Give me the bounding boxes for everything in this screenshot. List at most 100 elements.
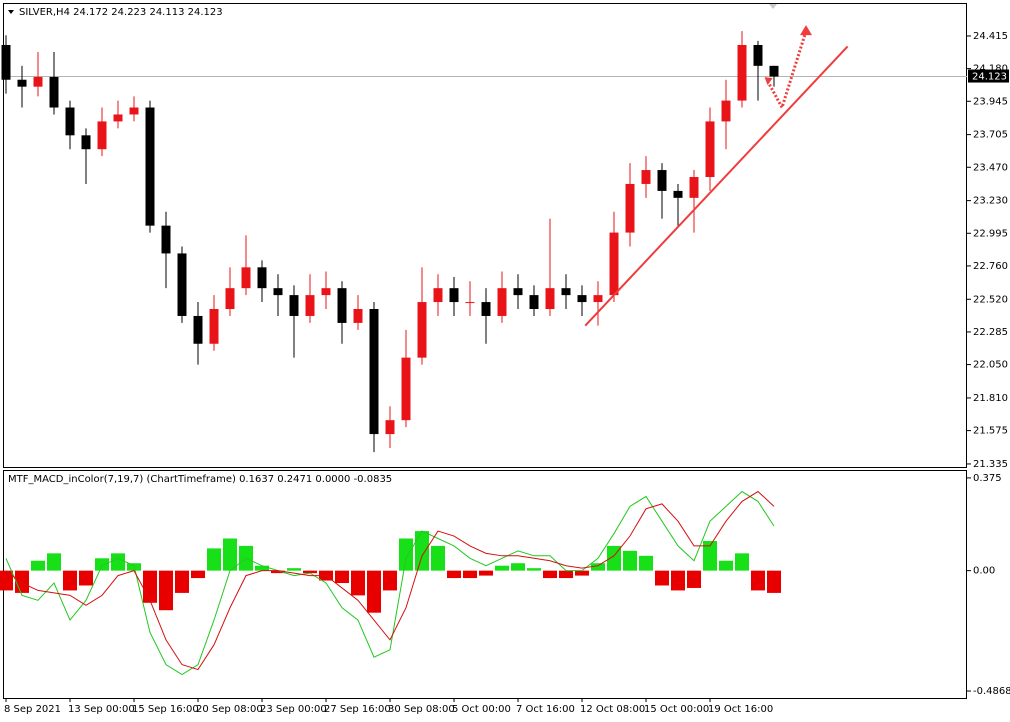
- histogram-bar: [159, 570, 173, 611]
- candle-body: [81, 135, 91, 150]
- y-tick-label: 21.810: [973, 393, 1008, 404]
- y-tick-label: 22.285: [973, 327, 1008, 338]
- histogram-bar: [591, 563, 605, 571]
- candle-body: [1, 44, 11, 80]
- candle-body: [353, 309, 363, 323]
- candle-body: [769, 65, 779, 77]
- histogram-bar: [495, 565, 509, 571]
- candle-body: [241, 267, 251, 289]
- x-tick-label: 27 Sep 16:00: [324, 704, 391, 715]
- histogram-bar: [47, 553, 61, 571]
- candle-body: [529, 295, 539, 310]
- histogram-bar: [95, 558, 109, 571]
- histogram-bar: [335, 570, 349, 584]
- candle-body: [449, 288, 459, 303]
- histogram-bar: [751, 570, 765, 591]
- histogram-bar: [255, 565, 269, 571]
- x-tick-label: 15 Sep 16:00: [132, 704, 199, 715]
- histogram-bar: [31, 560, 45, 571]
- histogram-bar: [367, 570, 381, 613]
- candle-body: [641, 170, 651, 184]
- candle-body: [193, 315, 203, 344]
- y-tick-label: 22.520: [973, 294, 1008, 305]
- candle-body: [273, 288, 283, 296]
- candle-body: [17, 79, 27, 87]
- current-price-label: 24.123: [972, 72, 1007, 83]
- candle-body: [721, 100, 731, 122]
- candle-body: [577, 295, 587, 303]
- x-tick-label: 15 Oct 00:00: [644, 704, 709, 715]
- histogram-bar: [143, 570, 157, 603]
- candle-body: [145, 107, 155, 226]
- y-tick-label: 21.575: [973, 426, 1008, 437]
- candle-body: [433, 288, 443, 303]
- candle-body: [737, 44, 747, 101]
- shift-marker[interactable]: [769, 4, 777, 9]
- histogram-bar: [383, 570, 397, 591]
- y-tick-label: 23.945: [973, 96, 1008, 107]
- candle-body: [465, 302, 475, 304]
- candle-body: [609, 232, 619, 296]
- candle-body: [209, 309, 219, 344]
- histogram-bar: [767, 570, 781, 593]
- x-tick-label: 20 Sep 08:00: [196, 704, 263, 715]
- histogram-bar: [719, 560, 733, 571]
- candle-body: [97, 121, 107, 150]
- x-tick-label: 19 Oct 16:00: [708, 704, 773, 715]
- price-pane-border: [3, 3, 967, 468]
- histogram-bar: [639, 555, 653, 571]
- histogram-bar: [623, 550, 637, 571]
- trendline: [584, 45, 849, 327]
- menu-triangle[interactable]: [8, 10, 14, 14]
- candle-body: [337, 288, 347, 323]
- histogram-bar: [271, 570, 285, 574]
- histogram-bar: [287, 568, 301, 571]
- histogram-bar: [111, 553, 125, 571]
- histogram-bar: [303, 570, 317, 574]
- histogram-bar: [479, 570, 493, 576]
- candle-body: [161, 225, 171, 254]
- x-tick-label: 12 Oct 08:00: [580, 704, 645, 715]
- candle-body: [385, 420, 395, 435]
- histogram-bar: [431, 545, 445, 571]
- current-price-box: [968, 69, 1009, 83]
- chart-title: SILVER,H4 24.172 24.223 24.113 24.123: [19, 7, 223, 18]
- histogram-bar: [175, 570, 189, 593]
- y-tick-label: 24.180: [973, 64, 1008, 75]
- indicator-title: MTF_MACD_inColor(7,19,7) (ChartTimeframe…: [8, 474, 392, 485]
- histogram-bar: [415, 531, 429, 571]
- candle-body: [561, 288, 571, 296]
- arrow-head: [800, 25, 812, 36]
- histogram-bar: [559, 570, 573, 579]
- histogram-bar: [735, 553, 749, 571]
- y-tick-label: 23.230: [973, 196, 1008, 207]
- candle-body: [321, 288, 331, 296]
- x-tick-label: 13 Sep 00:00: [68, 704, 135, 715]
- candle-body: [545, 288, 555, 310]
- candle-body: [65, 107, 75, 136]
- candle-body: [593, 295, 603, 303]
- candle-body: [49, 76, 59, 108]
- histogram-bar: [191, 570, 205, 579]
- histogram-bar: [703, 540, 717, 571]
- candle-body: [705, 121, 715, 177]
- candle-body: [113, 114, 123, 122]
- histogram-bar: [351, 570, 365, 596]
- candle-body: [177, 253, 187, 316]
- macd-line: [5, 490, 775, 671]
- y-tick-label: 0.00: [973, 566, 995, 577]
- histogram-bar: [575, 570, 589, 576]
- candle-body: [257, 267, 267, 289]
- histogram-bar: [223, 538, 237, 571]
- candle-body: [625, 183, 635, 233]
- candle-body: [753, 44, 763, 66]
- y-tick-label: 23.705: [973, 130, 1008, 141]
- y-tick-label: 24.415: [973, 31, 1008, 42]
- candle-body: [225, 288, 235, 310]
- candle-body: [497, 288, 507, 316]
- histogram-bar: [15, 570, 29, 593]
- candle-body: [657, 170, 667, 191]
- x-tick-label: 23 Sep 00:00: [260, 704, 327, 715]
